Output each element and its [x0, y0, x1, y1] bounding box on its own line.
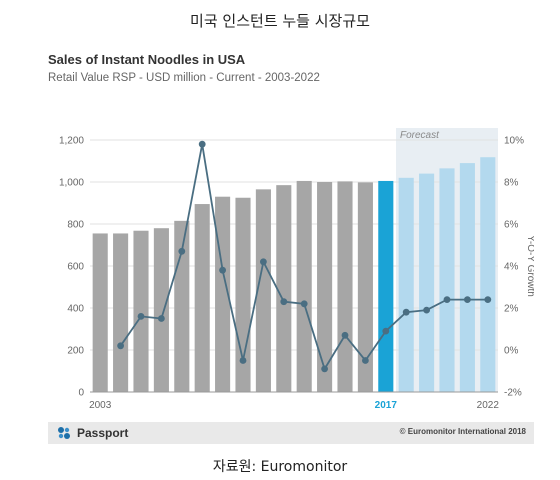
growth-point	[260, 258, 267, 266]
growth-point	[158, 315, 165, 322]
growth-point	[117, 342, 124, 350]
growth-point	[362, 357, 369, 364]
bar	[133, 230, 149, 392]
bar	[419, 173, 435, 392]
passport-label: Passport	[77, 426, 129, 440]
y2-tick-label: 0%	[504, 346, 519, 357]
growth-point	[382, 327, 390, 335]
bar	[378, 180, 394, 392]
growth-point	[341, 331, 349, 339]
y-tick-label: 200	[67, 346, 84, 357]
y-tick-label: 400	[67, 304, 84, 315]
growth-point	[402, 308, 410, 316]
bar	[92, 233, 108, 392]
x-tick-label: 2017	[375, 400, 398, 411]
bar	[337, 181, 353, 392]
growth-point	[137, 313, 145, 320]
growth-point	[198, 140, 206, 148]
passport-logo-icon	[58, 427, 70, 439]
growth-point	[464, 296, 471, 303]
bar	[357, 182, 373, 392]
y2-axis-label: Y-O-Y Growth	[525, 235, 534, 297]
chart-subtitle: Retail Value RSP - USD million - Current…	[48, 72, 320, 84]
growth-point	[219, 266, 227, 274]
y-tick-label: 0	[78, 388, 84, 399]
x-tick-label: 2003	[89, 400, 112, 411]
forecast-label: Forecast	[400, 130, 440, 141]
y2-tick-label: 6%	[504, 220, 519, 231]
y-tick-label: 1,000	[59, 178, 84, 189]
growth-point	[300, 300, 308, 308]
bar	[194, 204, 210, 392]
chart-title: Sales of Instant Noodles in USA	[48, 52, 246, 67]
growth-point	[321, 365, 328, 373]
bar	[255, 189, 271, 392]
bar	[113, 233, 129, 392]
growth-point	[423, 306, 430, 314]
growth-point	[443, 296, 451, 303]
copyright-text: © Euromonitor International 2018	[399, 427, 526, 436]
chart-footer: Passport © Euromonitor International 201…	[48, 422, 534, 444]
source-note: 자료원: Euromonitor	[212, 459, 348, 475]
bar	[276, 185, 292, 392]
growth-point	[484, 296, 492, 303]
x-tick-label: 2022	[477, 400, 500, 411]
y-tick-label: 600	[67, 262, 84, 273]
passport-brand: Passport	[56, 425, 128, 441]
y-tick-label: 1,200	[59, 136, 84, 147]
y2-tick-label: -2%	[504, 388, 522, 399]
growth-point	[239, 357, 247, 364]
y-tick-label: 800	[67, 220, 84, 231]
bar	[439, 168, 455, 392]
y2-tick-label: 2%	[504, 304, 519, 315]
page-title: 미국 인스턴트 누들 시장규모	[190, 12, 370, 30]
chart: Forecast 0 200 400 600 800 1,000 1,200 -2% 0% 2% 4%…	[59, 128, 534, 411]
bar	[317, 182, 333, 392]
growth-point	[280, 298, 288, 306]
y2-tick-label: 10%	[504, 136, 524, 147]
bar	[296, 180, 312, 392]
y2-tick-label: 4%	[504, 262, 519, 273]
bar	[480, 157, 496, 392]
growth-point	[178, 247, 186, 255]
bar	[459, 163, 475, 392]
bar	[398, 177, 414, 392]
y2-tick-label: 8%	[504, 178, 519, 189]
bar	[153, 228, 169, 392]
chart-card: Forecast 0 200 400 600 800 1,000 1,200 -2% 0% 2% 4%…	[34, 40, 534, 446]
